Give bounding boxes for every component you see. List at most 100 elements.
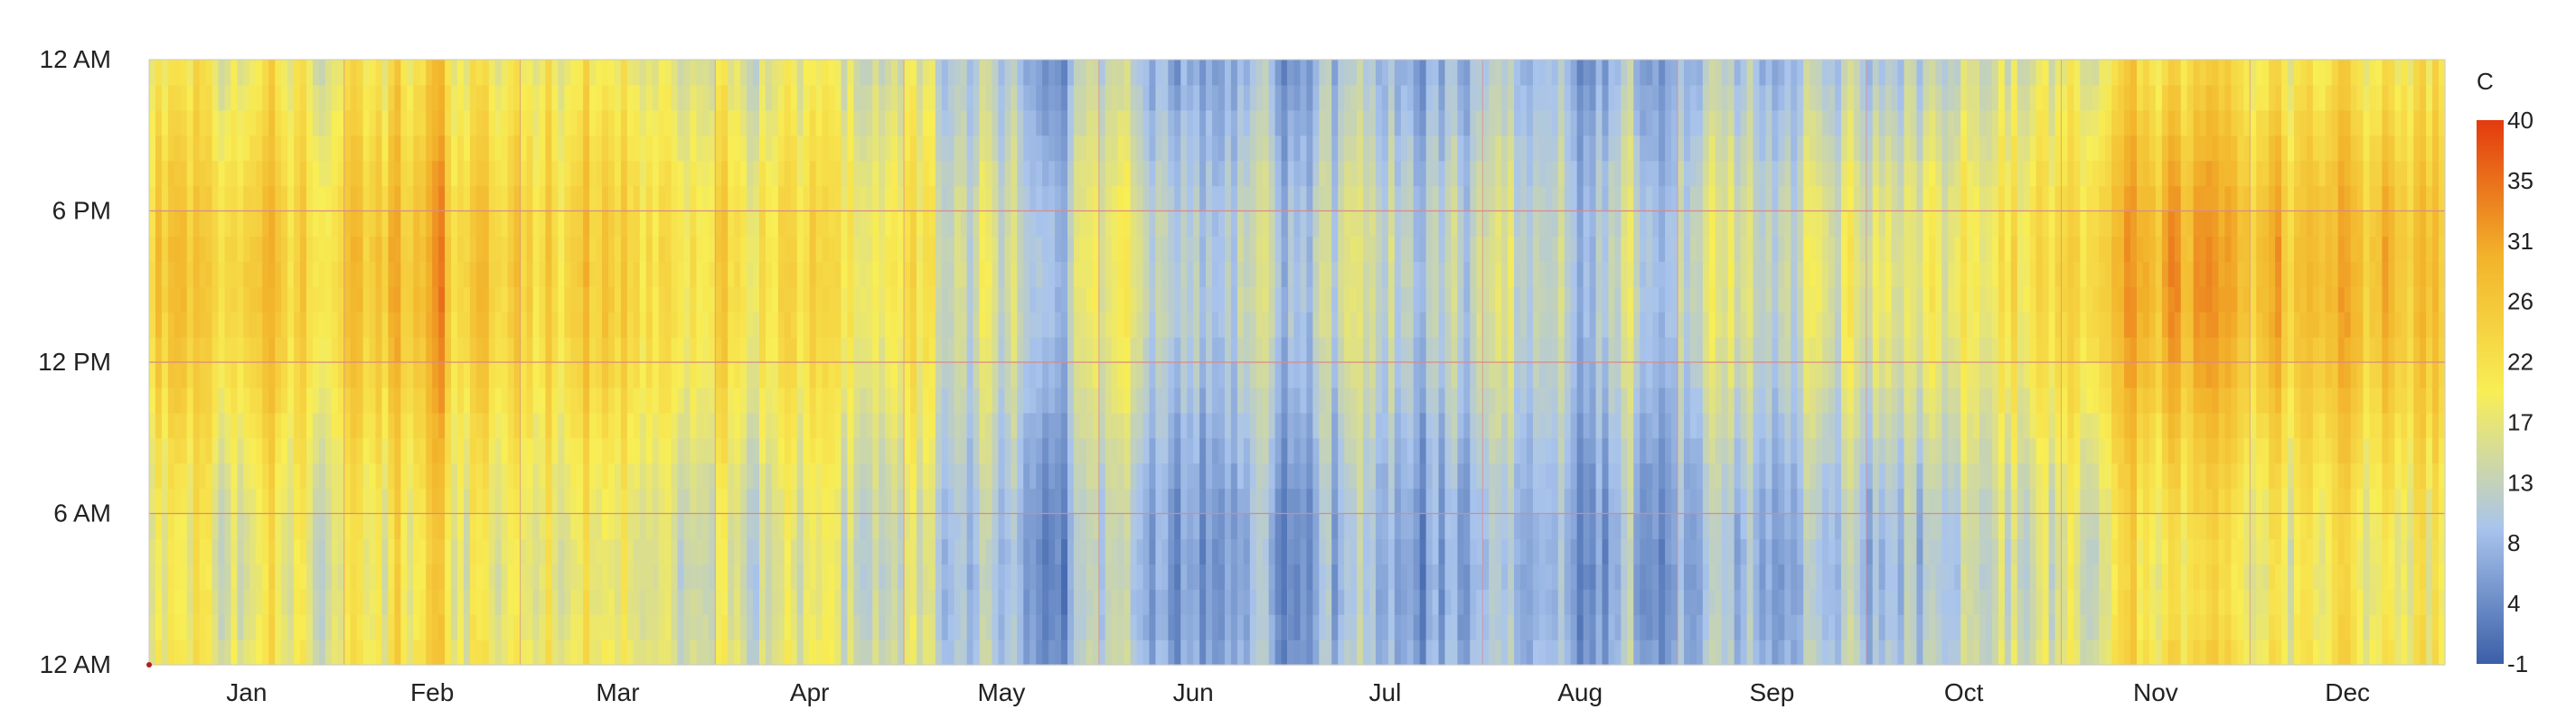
heatmap-cell	[161, 437, 169, 464]
heatmap-cell	[860, 488, 867, 515]
heatmap-cell	[388, 160, 395, 187]
heatmap-cell	[1255, 488, 1264, 515]
heatmap-cell	[1381, 135, 1389, 162]
heatmap-cell	[1017, 312, 1024, 338]
heatmap-cell	[356, 488, 364, 515]
heatmap-cell	[1023, 109, 1030, 136]
heatmap-cell	[381, 261, 390, 287]
heatmap-cell	[809, 513, 817, 540]
heatmap-cell	[432, 84, 439, 111]
heatmap-cell	[866, 488, 873, 515]
heatmap-cell	[671, 462, 679, 490]
heatmap-cell	[596, 462, 603, 490]
heatmap-cell	[620, 614, 628, 640]
heatmap-cell	[438, 185, 446, 212]
heatmap-cell	[570, 210, 578, 238]
heatmap-cell	[809, 261, 817, 287]
heatmap-cell	[985, 387, 993, 414]
heatmap-cell	[1123, 312, 1132, 338]
heatmap-cell	[740, 261, 747, 287]
heatmap-cell	[596, 60, 603, 86]
heatmap-cell	[186, 564, 194, 590]
heatmap-cell	[337, 614, 345, 640]
heatmap-cell	[589, 614, 597, 640]
heatmap-cell	[747, 488, 754, 515]
heatmap-cell	[558, 135, 565, 162]
heatmap-cell	[1300, 210, 1308, 238]
heatmap-cell	[1262, 614, 1270, 640]
heatmap-cell	[910, 513, 917, 540]
heatmap-cell	[879, 614, 886, 640]
heatmap-cell	[847, 236, 854, 262]
heatmap-cell	[583, 362, 590, 388]
heatmap-cell	[1098, 362, 1106, 388]
heatmap-cell	[784, 84, 792, 111]
heatmap-cell	[243, 261, 250, 287]
heatmap-cell	[1394, 564, 1402, 590]
heatmap-cell	[1432, 337, 1440, 363]
heatmap-cell	[847, 84, 854, 111]
heatmap-cell	[388, 60, 395, 86]
heatmap-cell	[589, 513, 597, 540]
heatmap-cell	[1036, 109, 1043, 136]
heatmap-cell	[1432, 135, 1440, 162]
heatmap-cell	[1180, 185, 1188, 212]
heatmap-cell	[1073, 640, 1081, 666]
heatmap-cell	[268, 185, 276, 212]
heatmap-cell	[728, 185, 735, 212]
heatmap-cell	[249, 589, 257, 615]
heatmap-cell	[803, 84, 811, 111]
heatmap-cell	[180, 84, 188, 111]
heatmap-cell	[350, 488, 358, 515]
heatmap-cell	[1067, 236, 1075, 262]
heatmap-cell	[1432, 412, 1440, 439]
heatmap-cell	[394, 538, 401, 565]
heatmap-cell	[753, 286, 760, 313]
heatmap-cell	[1319, 589, 1326, 615]
heatmap-cell	[507, 488, 515, 515]
heatmap-cell	[1098, 513, 1106, 540]
heatmap-cell	[1419, 412, 1427, 439]
heatmap-cell	[645, 589, 653, 615]
heatmap-cell	[294, 640, 301, 666]
heatmap-cell	[740, 513, 747, 540]
heatmap-cell	[149, 513, 156, 540]
heatmap-cell	[1011, 412, 1018, 439]
heatmap-cell	[677, 236, 685, 262]
heatmap-cell	[1155, 261, 1162, 287]
heatmap-cell	[753, 387, 760, 414]
heatmap-cell	[539, 84, 547, 111]
heatmap-cell	[1331, 160, 1339, 187]
heatmap-cell	[1306, 160, 1313, 187]
heatmap-cell	[784, 160, 792, 187]
heatmap-cell	[702, 312, 710, 338]
heatmap-cell	[683, 109, 691, 136]
heatmap-cell	[413, 261, 420, 287]
heatmap-cell	[922, 160, 930, 187]
heatmap-cell	[577, 135, 584, 162]
heatmap-cell	[992, 412, 1000, 439]
heatmap-cell	[1268, 640, 1276, 666]
heatmap-cell	[841, 60, 849, 86]
heatmap-cell	[451, 109, 458, 136]
heatmap-cell	[318, 488, 326, 515]
heatmap-cell	[947, 185, 955, 212]
heatmap-cell	[809, 286, 817, 313]
heatmap-cell	[1079, 160, 1087, 187]
heatmap-cell	[1350, 614, 1358, 640]
heatmap-cell	[1168, 362, 1175, 388]
heatmap-cell	[488, 236, 496, 262]
heatmap-cell	[828, 160, 836, 187]
heatmap-cell	[1300, 84, 1308, 111]
heatmap-cell	[1086, 84, 1094, 111]
heatmap-cell	[1274, 185, 1283, 212]
heatmap-cell	[677, 564, 685, 590]
heatmap-cell	[583, 337, 590, 363]
heatmap-cell	[979, 437, 987, 464]
heatmap-cell	[482, 286, 490, 313]
heatmap-cell	[759, 362, 766, 388]
heatmap-cell	[1017, 60, 1024, 86]
heatmap-cell	[337, 412, 345, 439]
heatmap-cell	[564, 362, 571, 388]
heatmap-cell	[633, 538, 641, 565]
